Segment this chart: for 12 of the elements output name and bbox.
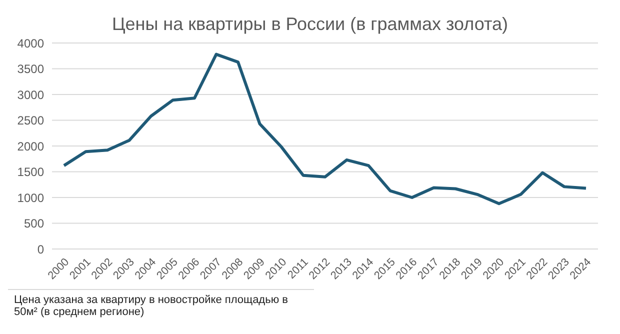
y-tick-label: 2000 — [17, 139, 44, 154]
y-tick-label: 3500 — [17, 62, 44, 76]
chart-title: Цены на квартиры в России (в граммах золота) — [110, 13, 510, 35]
y-tick-label: 4000 — [17, 36, 44, 50]
line-series — [62, 52, 588, 206]
y-tick-label: 500 — [24, 216, 44, 231]
y-tick-label: 3000 — [17, 88, 44, 102]
y-tick-label: 2500 — [17, 114, 44, 128]
y-tick-label: 1500 — [17, 165, 44, 180]
y-tick-label: 1000 — [17, 190, 44, 205]
y-tick-label: 0 — [37, 242, 44, 256]
text: Цена указана за квартиру в новостройке площадью в 50м² (в среднем регионе) — [14, 294, 289, 318]
